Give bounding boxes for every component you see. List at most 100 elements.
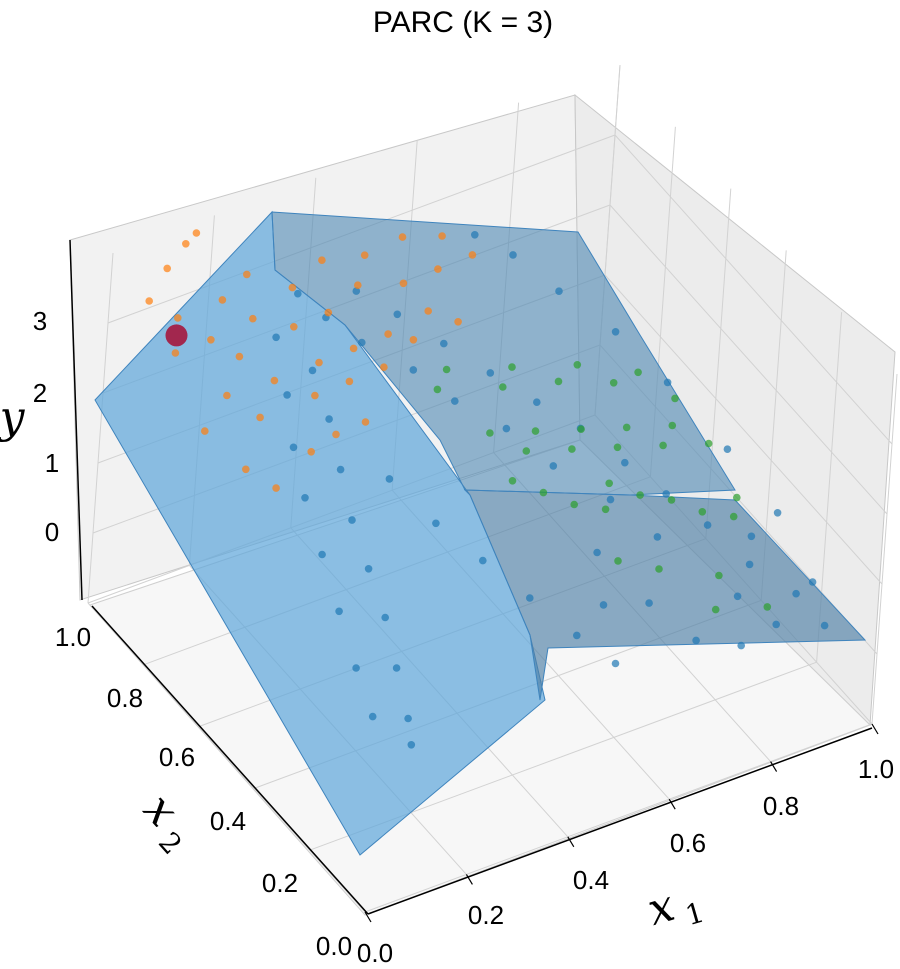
data-point-cluster_2 bbox=[349, 344, 358, 353]
z-axis-label: y bbox=[0, 392, 26, 443]
data-point-cluster_2 bbox=[307, 448, 316, 456]
data-point-cluster_3 bbox=[577, 425, 585, 434]
back-grid-x-line bbox=[87, 252, 114, 604]
z-tick-label: 1 bbox=[45, 448, 59, 478]
data-point-cluster_3 bbox=[704, 439, 713, 448]
data-point-cluster_1 bbox=[440, 339, 448, 348]
data-point-cluster_1 bbox=[533, 398, 541, 407]
data-point-cluster_2 bbox=[384, 330, 392, 338]
y-tick-label: 0.2 bbox=[262, 868, 298, 898]
data-point-cluster_1 bbox=[348, 516, 356, 524]
y-axis-line bbox=[91, 605, 369, 915]
data-point-cluster_3 bbox=[486, 429, 494, 437]
data-point-cluster_3 bbox=[729, 512, 738, 521]
data-point-cluster_1 bbox=[325, 415, 333, 423]
data-point-cluster_2 bbox=[243, 270, 251, 279]
x-tick-label: 0.2 bbox=[468, 900, 504, 930]
data-point-cluster_2 bbox=[272, 484, 280, 492]
x-tick-mark bbox=[465, 874, 473, 885]
data-point-cluster_2 bbox=[454, 318, 462, 326]
data-point-cluster_2 bbox=[242, 465, 250, 474]
data-point-cluster_3 bbox=[508, 363, 516, 371]
data-point-cluster_2 bbox=[398, 233, 407, 241]
data-point-cluster_2 bbox=[290, 323, 298, 331]
data-point-cluster_2 bbox=[424, 307, 433, 315]
data-point-cluster_1 bbox=[573, 631, 581, 640]
data-point-cluster_1 bbox=[692, 636, 700, 645]
data-point-cluster_3 bbox=[554, 377, 563, 386]
data-point-cluster_2 bbox=[380, 363, 388, 372]
data-point-cluster_1 bbox=[773, 509, 782, 517]
data-point-cluster_1 bbox=[611, 328, 620, 336]
x-tick-mark bbox=[668, 798, 676, 810]
data-point-cluster_1 bbox=[772, 620, 780, 629]
data-point-cluster_3 bbox=[659, 441, 667, 450]
data-point-cluster_1 bbox=[392, 664, 401, 672]
data-point-cluster_2 bbox=[360, 251, 369, 259]
data-point-cluster_3 bbox=[605, 479, 613, 488]
z-tick-label: 0 bbox=[45, 517, 59, 547]
data-point-cluster_1 bbox=[301, 494, 309, 502]
y-tick-label: 0.8 bbox=[107, 683, 143, 713]
data-point-cluster_2 bbox=[399, 279, 408, 288]
data-point-cluster_1 bbox=[733, 592, 742, 601]
data-point-cluster_1 bbox=[723, 445, 732, 454]
data-point-cluster_1 bbox=[808, 578, 817, 586]
data-point-cluster_1 bbox=[663, 378, 672, 387]
data-point-cluster_2 bbox=[311, 391, 319, 400]
data-point-cluster_3 bbox=[531, 427, 540, 435]
data-point-cluster_2 bbox=[361, 418, 370, 426]
data-point-cluster_1 bbox=[792, 589, 800, 598]
data-point-cluster_2 bbox=[256, 413, 264, 422]
data-point-cluster_1 bbox=[737, 641, 745, 650]
data-point-cluster_1 bbox=[364, 565, 373, 573]
data-point-cluster_1 bbox=[352, 287, 361, 295]
data-point-cluster_2 bbox=[174, 314, 182, 322]
x-tick-mark bbox=[871, 723, 879, 735]
svg-text:1: 1 bbox=[682, 896, 708, 933]
data-point-cluster_3 bbox=[539, 488, 548, 497]
data-point-cluster_1 bbox=[352, 664, 360, 672]
data-point-cluster_1 bbox=[549, 462, 558, 470]
data-point-cluster_2 bbox=[288, 283, 297, 292]
data-point-cluster_2 bbox=[163, 264, 171, 273]
chart-title: PARC (K = 3) bbox=[373, 6, 553, 39]
data-point-cluster_2 bbox=[315, 358, 323, 367]
data-point-cluster_3 bbox=[508, 477, 517, 485]
data-point-cluster_2 bbox=[171, 349, 180, 357]
y-tick-label: 0.0 bbox=[316, 931, 352, 961]
data-point-cluster_2 bbox=[409, 336, 418, 344]
data-point-cluster_1 bbox=[385, 475, 394, 483]
x-axis-label: x 1 bbox=[642, 880, 708, 936]
z-axis-line bbox=[69, 239, 83, 601]
data-point-cluster_3 bbox=[570, 500, 578, 509]
data-point-cluster_1 bbox=[606, 495, 615, 504]
x-tick-label: 1.0 bbox=[858, 754, 894, 784]
data-point-cluster_3 bbox=[442, 365, 451, 374]
data-point-cluster_3 bbox=[522, 447, 531, 455]
data-point-cluster_1 bbox=[451, 397, 459, 405]
data-point-cluster_1 bbox=[662, 490, 670, 498]
data-point-cluster_1 bbox=[526, 594, 534, 602]
data-point-cluster_3 bbox=[634, 368, 642, 377]
data-point-cluster_3 bbox=[698, 508, 707, 516]
data-point-cluster_2 bbox=[345, 377, 354, 386]
data-point-cluster_3 bbox=[613, 443, 622, 452]
data-point-cluster_1 bbox=[621, 458, 629, 467]
data-point-cluster_1 bbox=[593, 548, 601, 557]
data-point-cluster_1 bbox=[283, 391, 291, 399]
data-point-cluster_3 bbox=[609, 379, 618, 387]
data-point-cluster_3 bbox=[614, 557, 622, 565]
data-point-cluster_1 bbox=[336, 465, 345, 474]
data-point-cluster_2 bbox=[182, 240, 190, 248]
side-grid-z-line bbox=[609, 204, 888, 515]
data-point-cluster_1 bbox=[509, 251, 517, 259]
data-point-cluster_1 bbox=[272, 333, 280, 342]
side-grid-z-line bbox=[604, 274, 883, 585]
data-point-cluster_3 bbox=[668, 421, 677, 430]
data-point-cluster_3 bbox=[433, 385, 442, 394]
data-point-cluster_1 bbox=[381, 613, 390, 622]
data-point-cluster_2 bbox=[201, 427, 209, 435]
data-point-cluster_1 bbox=[703, 521, 712, 529]
